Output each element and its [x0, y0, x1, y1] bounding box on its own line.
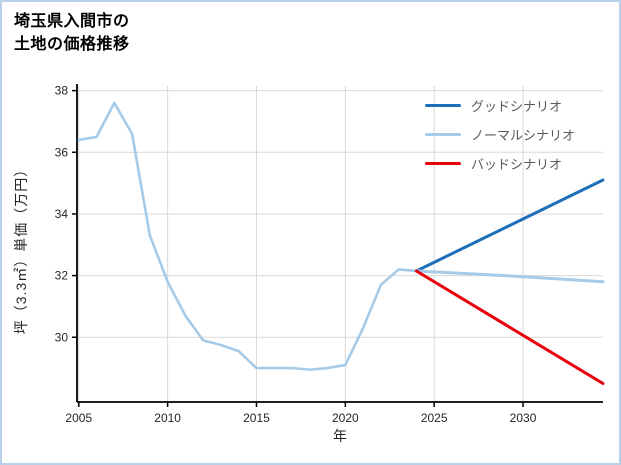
chart-title-line2: 土地の価格推移 — [14, 36, 130, 54]
y-tick-label: 34 — [55, 207, 69, 221]
x-tick-label: 2025 — [421, 411, 448, 425]
good-scenario-line-swatch — [424, 104, 461, 107]
series-historical — [77, 101, 418, 371]
x-tick-label: 2030 — [510, 411, 537, 425]
chart-title-line1: 埼玉県入間市の — [14, 13, 130, 30]
x-tick-label: 2020 — [332, 411, 359, 425]
series-good-scenario — [414, 178, 605, 273]
legend-item-good-scenario: グッドシナリオ — [424, 96, 575, 115]
y-tick-label: 36 — [55, 145, 69, 159]
legend: グッドシナリオ ノーマルシナリオ バッドシナリオ — [424, 96, 575, 173]
y-tick-label: 38 — [55, 84, 69, 98]
x-tick-label: 2010 — [154, 411, 181, 425]
bad-scenario-line-swatch — [424, 162, 461, 165]
y-axis-label: 坪（3.3㎡）単価（万円） — [13, 161, 29, 335]
legend-label: バッドシナリオ — [470, 157, 562, 172]
legend-label: ノーマルシナリオ — [470, 128, 575, 143]
x-tick-label: 2015 — [243, 411, 270, 425]
normal-scenario-line-swatch — [424, 133, 461, 136]
x-axis-label: 年 — [333, 428, 347, 444]
legend-item-normal-scenario: ノーマルシナリオ — [424, 125, 575, 144]
series-bad-scenario — [414, 269, 605, 386]
legend-item-bad-scenario: バッドシナリオ — [424, 154, 575, 173]
legend-label: グッドシナリオ — [470, 99, 562, 114]
chart-title: 埼玉県入間市の 土地の価格推移 — [14, 10, 130, 56]
y-tick-label: 32 — [55, 269, 69, 283]
x-tick-label: 2005 — [65, 411, 92, 425]
series-normal-scenario — [414, 269, 605, 284]
y-tick-label: 30 — [55, 330, 69, 344]
